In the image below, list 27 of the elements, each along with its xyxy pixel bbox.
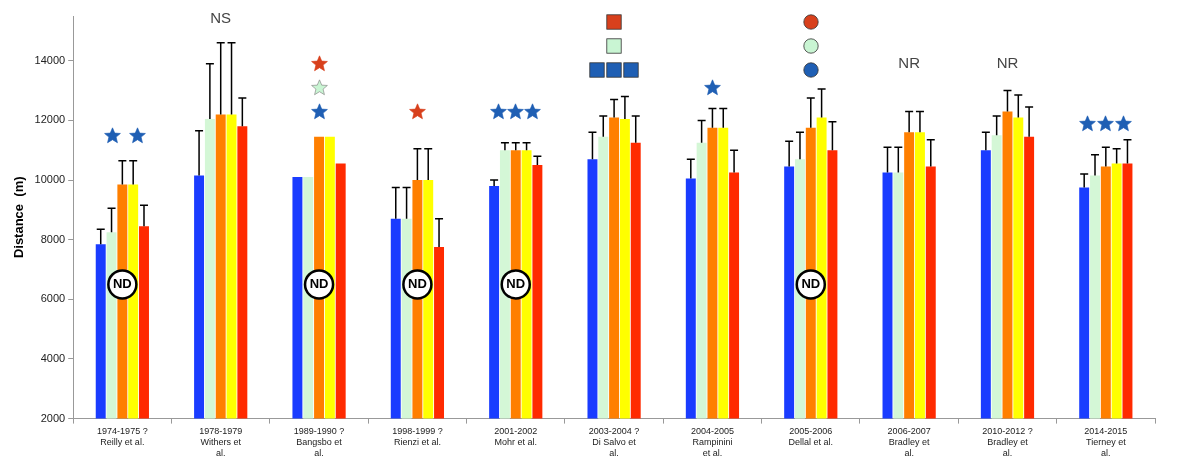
- annotation: ND: [506, 275, 526, 291]
- y-tick-label: 14000: [34, 53, 66, 66]
- y-tick-label: 4000: [40, 351, 66, 364]
- x-tick-label: 1989-1990 ? Bangsbo et al.: [293, 426, 345, 459]
- y-tick-label: 12000: [34, 113, 66, 126]
- x-tick-label: 2005-2006 Dellal et al.: [788, 426, 834, 448]
- x-tick-label: 2006-2007 Bradley et al.: [887, 426, 931, 459]
- x-tick-label: 2004-2005 Rampinini et al.: [690, 426, 734, 459]
- x-tick-label: 1998-1999 ? Rienzi et al.: [392, 426, 443, 448]
- y-tick-label: 10000: [34, 173, 66, 186]
- annotation: ND: [801, 275, 821, 291]
- x-tick-label: 1974-1975 ? Reilly et al.: [97, 426, 148, 448]
- annotation: ND: [112, 275, 132, 291]
- x-tick-label: 1978-1979 Withers et al.: [199, 426, 243, 459]
- y-tick-label: 8000: [40, 232, 66, 245]
- x-tick-label: 2014-2015 Tierney et al.: [1084, 426, 1128, 459]
- x-tick-label: 2003-2004 ? Di Salvo et al.: [588, 426, 640, 459]
- y-tick-label: 2000: [40, 411, 66, 424]
- x-tick-label: 2010-2012 ? Bradley et al.: [982, 426, 1033, 459]
- y-tick-label: 6000: [40, 292, 66, 305]
- x-tick-label: 2001-2002 Mohr et al.: [494, 426, 538, 448]
- y-axis-title: Distance (m): [11, 176, 27, 259]
- annotation: NS: [210, 9, 232, 27]
- annotation: NR: [898, 53, 921, 71]
- annotation: ND: [309, 275, 329, 291]
- annotation: NR: [996, 53, 1019, 71]
- annotation: ND: [408, 275, 427, 291]
